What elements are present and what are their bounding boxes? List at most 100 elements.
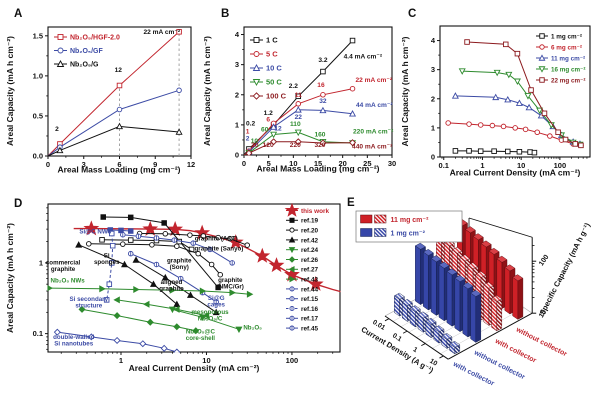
annotation: 32 bbox=[319, 98, 327, 105]
plot-frame bbox=[47, 203, 341, 353]
annotation: 1 bbox=[246, 128, 250, 135]
panel-letter-a: A bbox=[14, 8, 23, 20]
y-tick-label: 2 bbox=[431, 94, 435, 103]
y-tick-label: 4 bbox=[431, 36, 436, 45]
x-tick-label: 10 bbox=[289, 159, 297, 168]
bar-row-1-without-collector bbox=[414, 242, 482, 343]
y-tick-label: 1 bbox=[39, 258, 43, 267]
x-tick-label: 15 bbox=[314, 159, 322, 168]
bar-row-0-with-collector bbox=[393, 292, 461, 355]
annotation: Si@C NWs bbox=[79, 228, 111, 235]
axes: 1 10 100 0.1 1 Areal Current Density (mA cm⁻²… bbox=[5, 207, 334, 373]
panel-a-chart: 0 3 6 9 12 0.0 0.5 1.0 1.5 Areal Mass Loading (mg… bbox=[5, 26, 195, 175]
annotation: 22 mA cm⁻² bbox=[355, 77, 392, 84]
annotation: aligned graphite bbox=[159, 279, 184, 293]
axes: 0 3 6 9 12 0.0 0.5 1.0 1.5 Areal Mass Loading (mg… bbox=[5, 31, 195, 174]
annotation: Nb₂O₅ NWs bbox=[51, 277, 86, 284]
annotation: 220 mA cm⁻² bbox=[353, 128, 394, 135]
annotation: graphite (Sanyo) bbox=[195, 245, 244, 252]
legend-label: ref.24 bbox=[301, 247, 318, 254]
x-tick-label: 30 bbox=[388, 159, 396, 168]
x-tick-label: 25 bbox=[363, 159, 371, 168]
legend-label: ref.27 bbox=[301, 267, 318, 274]
legend: 1 C 5 C 10 C 50 C 100 C bbox=[250, 35, 287, 100]
series-1-mg-cm- bbox=[452, 148, 538, 156]
annotation: 44 mA cm⁻² bbox=[356, 102, 393, 109]
series-22-mg-cm- bbox=[464, 39, 584, 149]
panel-d-chart: 1 10 100 0.1 1 Areal Current Density (mA cm⁻²… bbox=[5, 202, 341, 373]
series-graphite-a-t-ref-20 bbox=[136, 230, 250, 248]
annotation: 12 bbox=[115, 67, 123, 74]
plot-frame bbox=[47, 26, 192, 157]
annotation: 22 mA cm⁻² bbox=[144, 29, 181, 36]
legend-label: 5 C bbox=[266, 49, 278, 58]
x-axis-title: Areal Current Density (mA cm⁻²) bbox=[129, 363, 260, 373]
legend-label: ref.44 bbox=[301, 286, 318, 293]
y-axis-title: Areal Capacity (mA h cm⁻²) bbox=[400, 36, 410, 146]
legend-label: 1 mg cm⁻² bbox=[551, 33, 582, 40]
annotation: 2.2 bbox=[289, 83, 298, 90]
x-tick-label: 5 bbox=[267, 159, 271, 168]
x-tick-label: 1 bbox=[480, 161, 484, 170]
annotation: graphite (NMC/Gr) bbox=[217, 277, 244, 291]
annotation: 440 mA cm⁻² bbox=[352, 143, 393, 150]
x-axis-title: Current Density (A g⁻¹) bbox=[360, 325, 436, 376]
annotation: 10 bbox=[251, 138, 259, 145]
y-axis-title: Areal Capacity (mA h cm⁻²) bbox=[202, 36, 212, 146]
panel-letter-b: B bbox=[221, 8, 230, 20]
x-tick-label: 100 bbox=[554, 161, 567, 170]
legend-label: 1 mg cm⁻² bbox=[391, 231, 426, 238]
series-graphite-sony- bbox=[86, 241, 224, 278]
annotation: 2 bbox=[55, 126, 59, 133]
y-tick-label: 0.0 bbox=[33, 152, 43, 161]
series-double-walled-si-nanotubes-ref-15 bbox=[53, 328, 181, 353]
legend: 11 mg cm⁻² 1 mg cm⁻² bbox=[355, 210, 463, 243]
series-si-c-nws bbox=[107, 227, 134, 234]
z-tick-label: 100 bbox=[538, 254, 550, 268]
annotation: 16 bbox=[317, 82, 325, 89]
x-tick-label: 100 bbox=[286, 356, 299, 365]
series-commercial-graphite-ref-42 bbox=[75, 241, 181, 308]
annotation: 160 bbox=[314, 131, 325, 138]
y-tick-label: 3 bbox=[235, 60, 239, 69]
y-tick-label: 0.5 bbox=[33, 111, 43, 120]
series-100-c bbox=[243, 138, 357, 156]
legend-label: Nb₂O₅/G bbox=[70, 61, 99, 68]
series-nb-o-nws-ref-43 bbox=[47, 285, 254, 298]
legend-label: Nb₂O₅/HGF-2.0 bbox=[70, 34, 120, 41]
x-tick-label: 12 bbox=[187, 160, 195, 169]
row-label: with collector bbox=[451, 361, 496, 388]
annotation: 12 bbox=[274, 125, 282, 132]
x-tick-label: 0 bbox=[242, 159, 246, 168]
annotation: double-walled Si nanotubes bbox=[53, 334, 94, 348]
annotation: graphite (A&T) bbox=[195, 236, 238, 243]
panel-c-chart: 0.1 1 10 100 0 1 2 3 4 Areal Current Density (mA … bbox=[400, 25, 591, 178]
y-axis-title: Areal Capacity (mA h cm⁻²) bbox=[5, 223, 15, 333]
x-tick-label: 10 bbox=[428, 358, 438, 368]
legend-label: 11 mg cm⁻² bbox=[391, 217, 430, 224]
series-aligned-graphite bbox=[132, 256, 220, 316]
annotation: 220 bbox=[290, 142, 301, 149]
legend-label: ref.42 bbox=[301, 237, 318, 244]
y-tick-label: 2 bbox=[235, 90, 239, 99]
legend-label: ref.15 bbox=[301, 296, 318, 303]
legend-label: 6 mg cm⁻² bbox=[551, 44, 582, 51]
series-graphite-nmc-gr-ref-19 bbox=[100, 214, 221, 291]
legend-label: 50 C bbox=[266, 77, 282, 86]
legend-label: 1 C bbox=[266, 35, 278, 44]
annotation: graphite (Sony) bbox=[167, 257, 192, 271]
legend-label: ref.26 bbox=[301, 257, 318, 264]
y-tick-label: 0 bbox=[431, 153, 435, 162]
series-nb-o-gf bbox=[47, 87, 182, 157]
legend-label: ref.43 bbox=[301, 277, 318, 284]
annotation: Si secondary structure bbox=[70, 296, 109, 310]
axes: 0.1 1 10 100 0 1 2 3 4 Areal Current Density (mA … bbox=[400, 36, 588, 178]
z-tick-label: 10 bbox=[538, 309, 548, 319]
annotation: 3.2 bbox=[318, 57, 327, 64]
legend: 1 mg cm⁻² 6 mg cm⁻² 11 mg cm⁻² 16 mg cm⁻² 22… bbox=[536, 33, 585, 84]
legend-label: ref.19 bbox=[301, 218, 318, 225]
panel-letter-e: E bbox=[347, 197, 355, 209]
